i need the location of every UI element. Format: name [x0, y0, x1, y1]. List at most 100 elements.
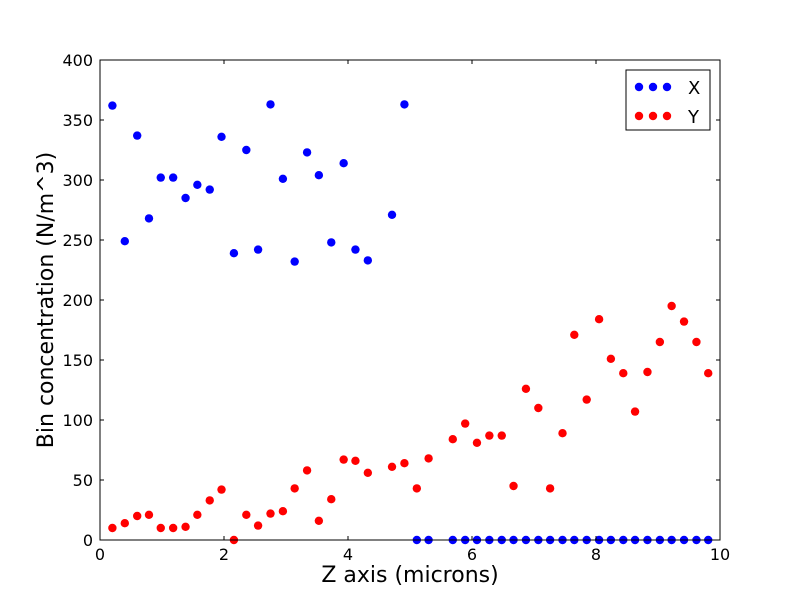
- data-point-x-0: [108, 101, 117, 110]
- y-tick-label: 200: [62, 291, 93, 310]
- data-point-y-9: [217, 485, 226, 494]
- legend-marker-x: [648, 82, 658, 92]
- data-point-y-46: [692, 337, 701, 347]
- y-tick-label: 0: [83, 531, 93, 550]
- data-point-y-34: [545, 484, 555, 493]
- legend-marker-x: [662, 82, 672, 92]
- data-point-y-38: [594, 315, 604, 324]
- data-point-y-3: [144, 510, 154, 519]
- data-point-y-42: [643, 367, 652, 377]
- data-point-y-7: [193, 510, 202, 519]
- y-tick-label: 100: [62, 411, 93, 430]
- data-point-x-4: [156, 173, 165, 182]
- data-points: [108, 100, 713, 545]
- data-point-y-5: [168, 523, 178, 533]
- data-point-y-18: [327, 495, 336, 504]
- data-point-y-26: [448, 435, 457, 444]
- plot-background: [100, 60, 720, 540]
- y-tick-label: 50: [73, 471, 93, 490]
- data-point-x-23: [400, 100, 409, 109]
- data-point-y-23: [400, 459, 409, 468]
- data-point-y-27: [460, 419, 470, 428]
- legend: XY: [625, 69, 711, 131]
- data-point-y-28: [472, 438, 482, 447]
- data-point-x-10: [229, 249, 239, 258]
- data-point-y-11: [242, 510, 251, 519]
- legend-label-x: X: [688, 78, 700, 99]
- data-point-y-6: [181, 522, 190, 531]
- legend-marker-x: [634, 82, 644, 92]
- data-point-x-21: [363, 256, 373, 265]
- data-point-y-39: [606, 354, 616, 363]
- data-point-y-29: [485, 431, 494, 440]
- data-point-y-40: [619, 369, 628, 378]
- data-point-x-5: [168, 173, 178, 182]
- x-tick-label: 4: [343, 545, 353, 564]
- y-axis-label: Bin concentration (N/m^3): [34, 152, 59, 448]
- data-point-y-4: [156, 523, 165, 533]
- data-point-y-45: [679, 317, 689, 326]
- legend-marker-y: [634, 111, 644, 121]
- x-tick-label: 10: [710, 545, 730, 564]
- data-point-y-25: [424, 454, 433, 463]
- data-point-y-12: [253, 521, 263, 530]
- data-point-y-8: [205, 496, 214, 505]
- data-point-x-18: [327, 238, 336, 247]
- x-tick-label: 6: [467, 545, 477, 564]
- data-point-x-6: [181, 193, 190, 203]
- plot-area: [100, 60, 720, 540]
- data-point-x-7: [193, 180, 202, 189]
- data-point-y-33: [534, 403, 543, 413]
- data-point-y-1: [120, 519, 129, 528]
- data-point-x-22: [387, 210, 397, 219]
- data-point-x-1: [120, 237, 129, 246]
- data-point-y-20: [351, 456, 360, 465]
- data-point-y-35: [558, 429, 567, 438]
- data-point-x-3: [144, 214, 154, 223]
- data-point-y-37: [582, 395, 591, 404]
- data-point-x-9: [217, 132, 226, 141]
- data-point-y-31: [509, 481, 518, 491]
- x-tick-label: 8: [591, 545, 601, 564]
- data-point-x-20: [351, 245, 360, 254]
- data-point-x-19: [339, 159, 348, 168]
- data-point-y-36: [570, 330, 579, 339]
- data-point-y-41: [630, 407, 640, 416]
- legend-marker-y: [648, 111, 658, 121]
- data-point-y-15: [290, 484, 299, 493]
- data-point-x-14: [278, 174, 288, 183]
- data-point-y-21: [363, 468, 373, 477]
- data-point-x-16: [302, 148, 312, 157]
- y-tick-label: 400: [62, 51, 93, 70]
- y-tick-label: 350: [62, 111, 93, 130]
- x-tick-label: 0: [95, 545, 105, 564]
- y-tick-label: 150: [62, 351, 93, 370]
- data-point-x-13: [266, 100, 275, 109]
- data-point-x-11: [242, 145, 251, 155]
- data-point-x-2: [133, 131, 142, 140]
- data-point-y-16: [302, 466, 312, 475]
- data-point-y-13: [266, 509, 275, 518]
- data-point-y-30: [497, 431, 506, 440]
- data-point-y-24: [412, 484, 422, 493]
- x-tick-label: 2: [219, 545, 229, 564]
- data-point-y-14: [278, 507, 288, 516]
- data-point-x-17: [314, 171, 324, 180]
- data-point-y-32: [521, 384, 531, 393]
- data-point-y-47: [704, 369, 713, 378]
- data-point-x-12: [253, 245, 263, 254]
- x-axis-label: Z axis (microns): [321, 563, 498, 588]
- data-point-y-0: [108, 523, 117, 533]
- data-point-y-17: [314, 516, 324, 525]
- y-tick-label: 250: [62, 231, 93, 250]
- y-tick-label: 300: [62, 171, 93, 190]
- legend-marker-y: [662, 111, 672, 121]
- data-point-y-2: [133, 511, 142, 521]
- legend-label-y: Y: [687, 107, 700, 128]
- data-point-y-44: [667, 301, 676, 311]
- data-point-x-8: [205, 185, 214, 194]
- data-point-y-43: [655, 337, 665, 347]
- data-point-x-15: [290, 257, 299, 266]
